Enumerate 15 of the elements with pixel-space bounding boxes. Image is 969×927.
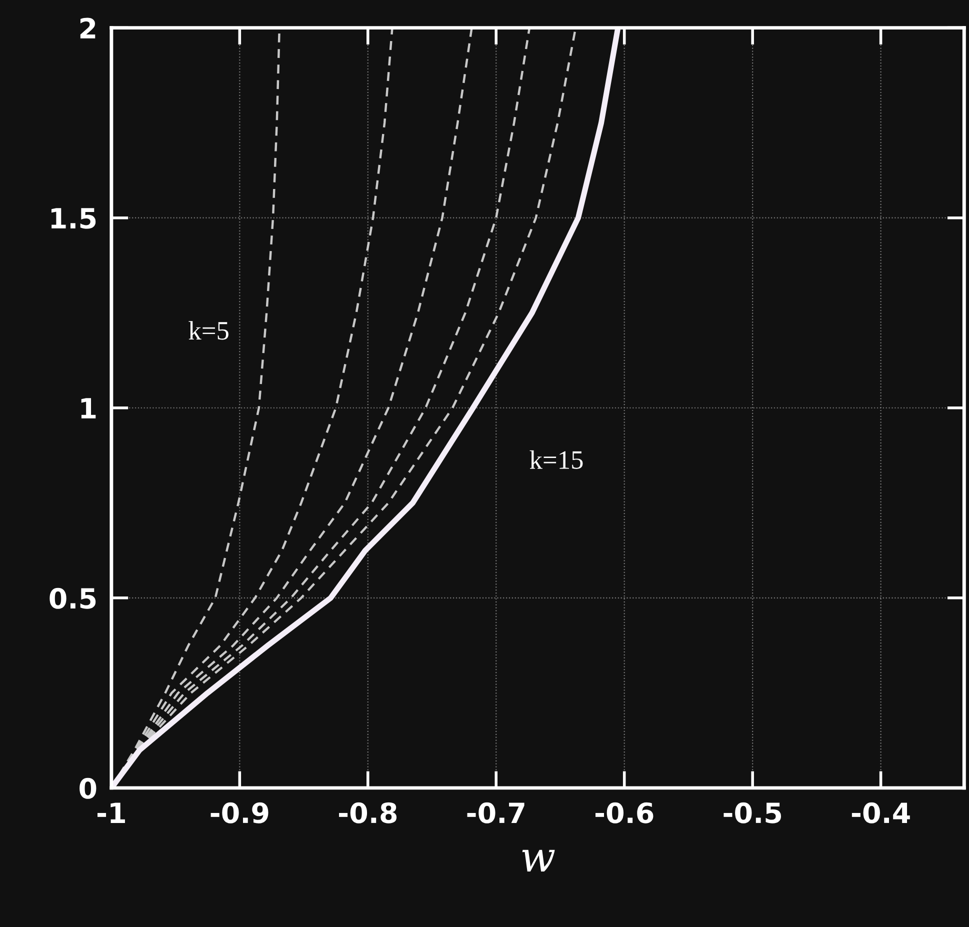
y-tick-label: 1.5 bbox=[51, 208, 96, 229]
x-tick-label: -0.5 bbox=[724, 802, 782, 824]
x-tick-label: -0.7 bbox=[467, 802, 524, 824]
y-tick-label: 0 bbox=[80, 778, 96, 799]
annotation: k=5 bbox=[188, 321, 228, 340]
x-tick-label: -1 bbox=[98, 802, 125, 823]
y-tick-label: 0.5 bbox=[50, 588, 96, 609]
x-axis-title: w bbox=[522, 850, 555, 872]
x-tick-label: -0.4 bbox=[852, 802, 910, 824]
y-tick-label: 1 bbox=[81, 398, 96, 418]
x-tick-label: -0.8 bbox=[339, 802, 397, 824]
y-tick-label: 2 bbox=[80, 18, 96, 38]
x-tick-label: -0.6 bbox=[595, 802, 654, 824]
x-tick-label: -0.9 bbox=[210, 802, 268, 824]
annotation: k=15 bbox=[530, 450, 583, 469]
